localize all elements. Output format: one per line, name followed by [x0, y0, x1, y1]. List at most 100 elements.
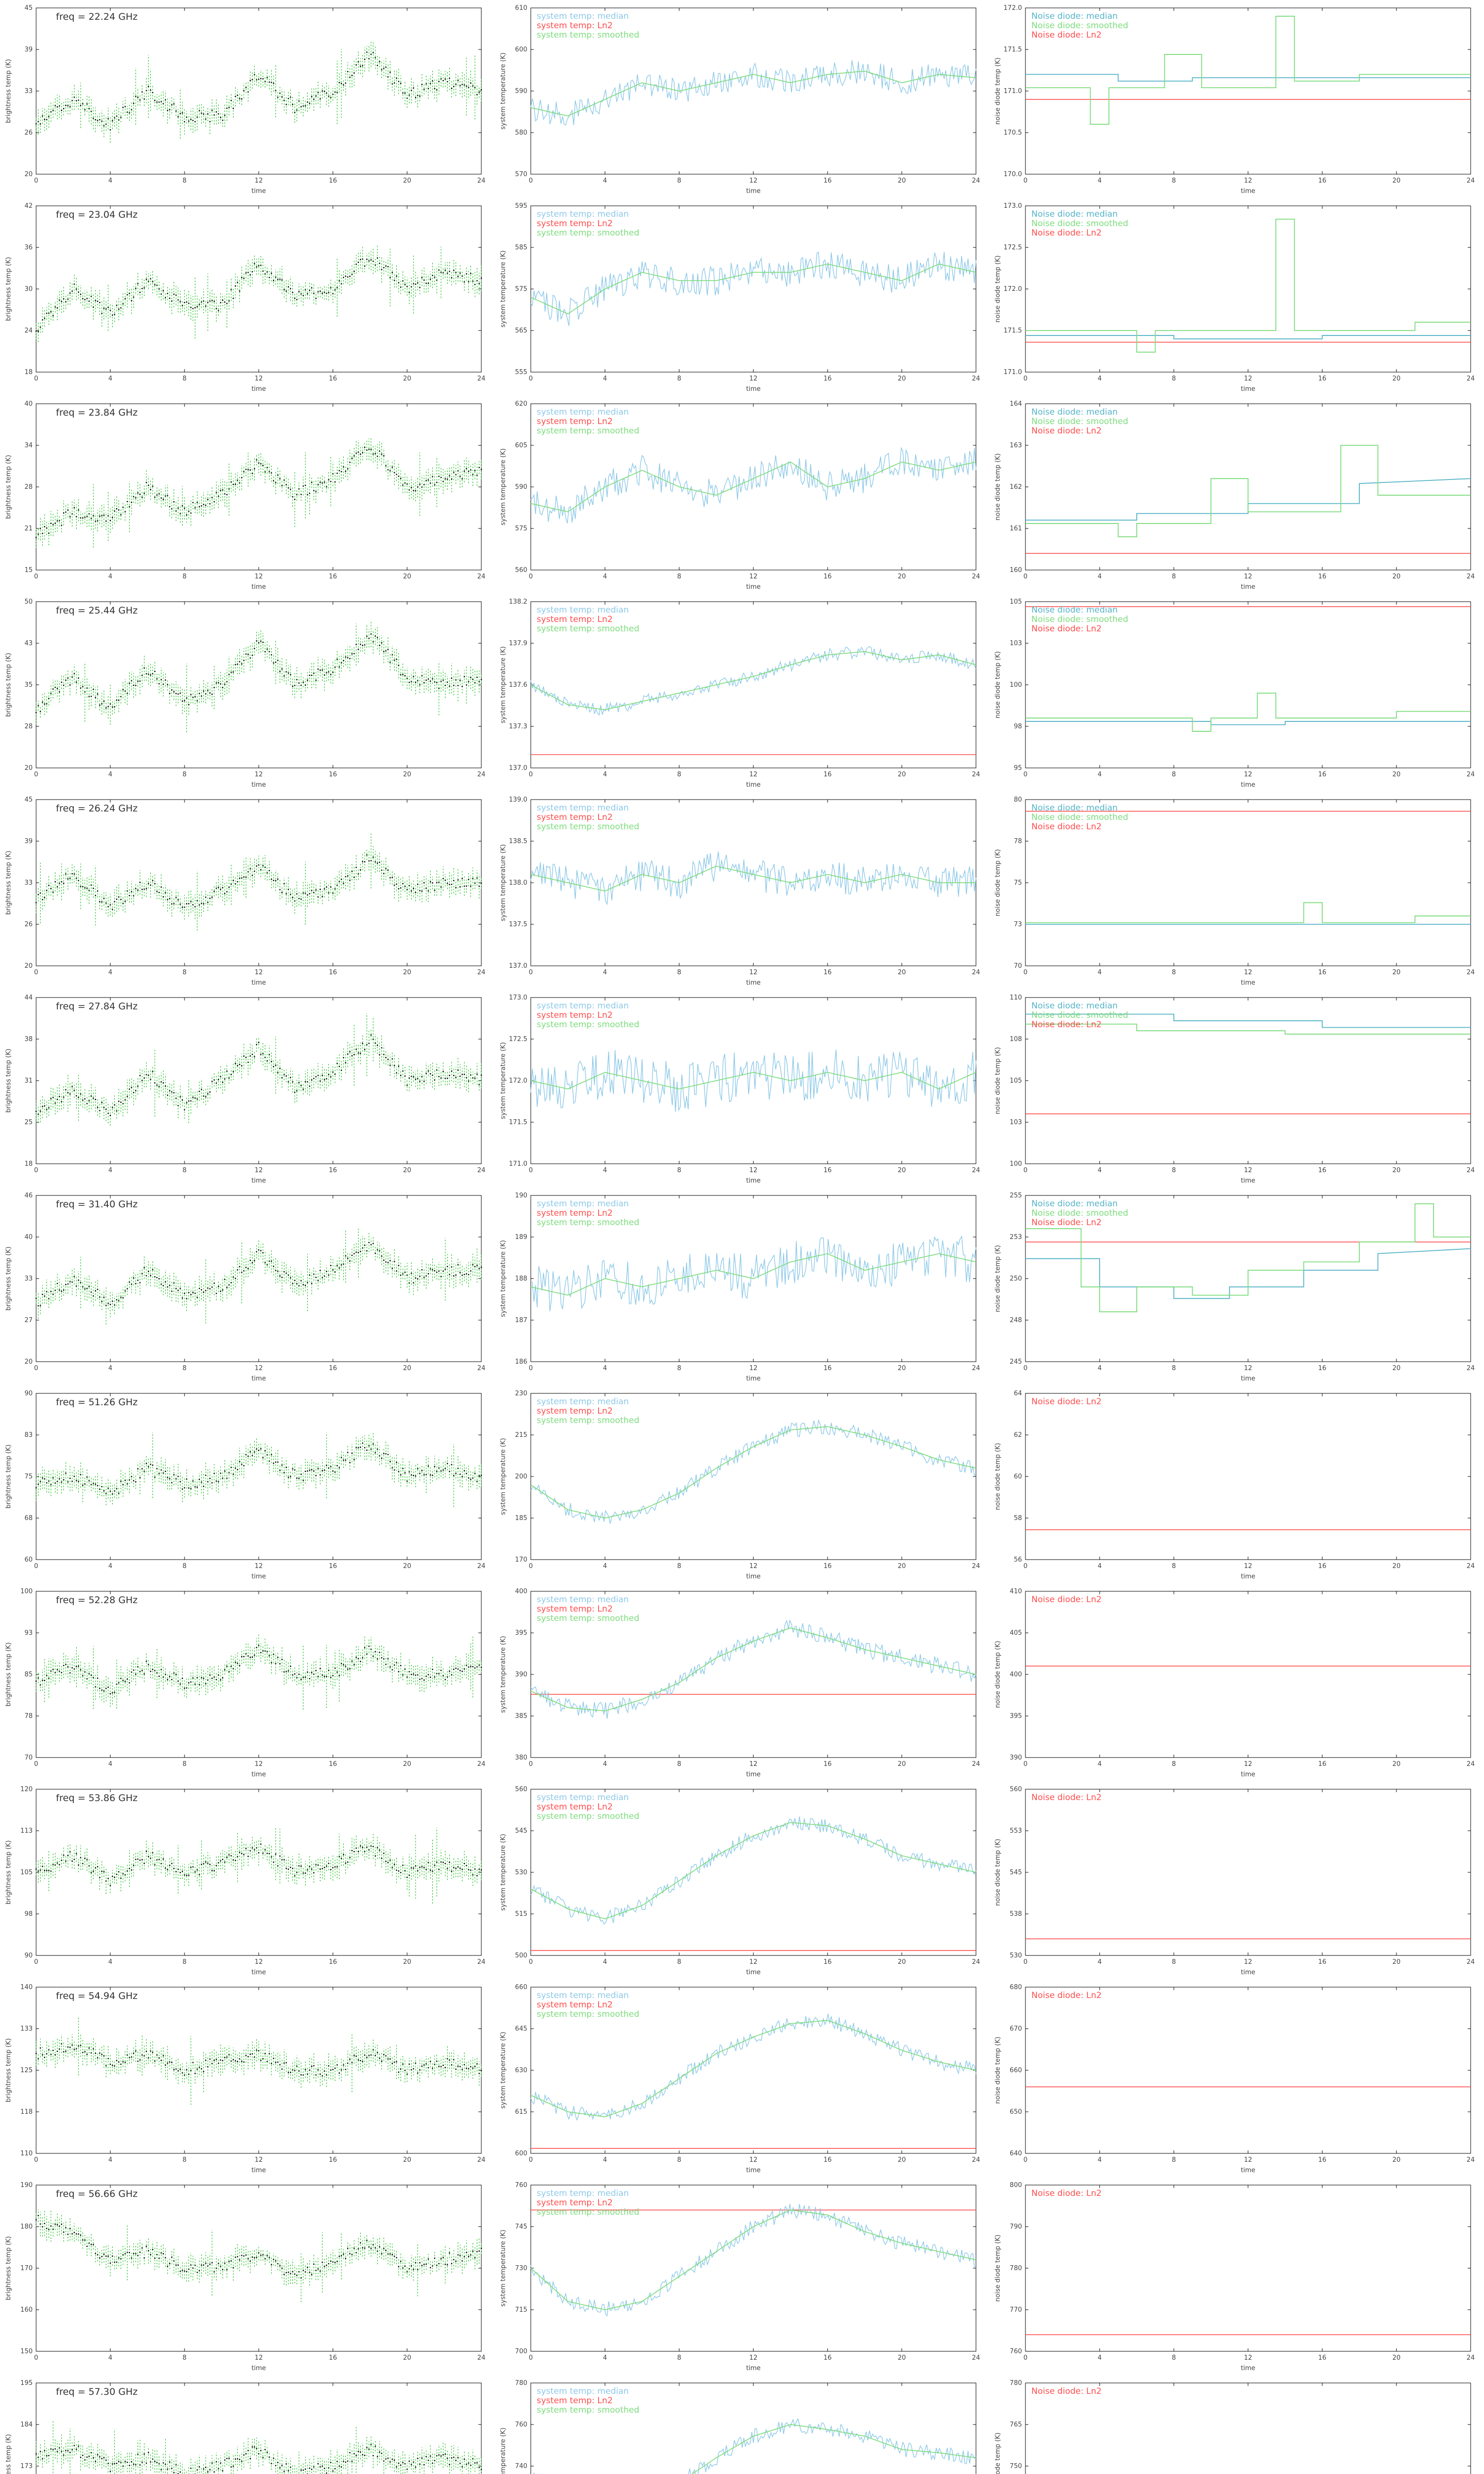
x-tick-label: 20 — [898, 573, 906, 580]
cell-system-temp: 04812162024700720740760780timesystem tem… — [495, 2375, 989, 2474]
y-tick-label: 38 — [24, 1036, 33, 1043]
noise-diode-median-series — [1025, 74, 1471, 82]
x-axis-label: time — [251, 781, 266, 789]
legend-entry: system temp: smoothed — [537, 30, 639, 40]
panel-systemp-freq=22.24GHz: 0 4 8 12 16 20 24 570 580 590 600 610 time system tem… — [500, 4, 980, 195]
x-tick-label: 4 — [108, 969, 112, 976]
x-tick-label: 8 — [1172, 1760, 1176, 1768]
axes: 0 4 8 12 16 20 24 560 575 590 605 620 time system tem… — [500, 400, 980, 591]
y-tick-label: 18 — [24, 1160, 33, 1168]
x-axis-label: time — [1241, 1771, 1255, 1778]
data-points — [35, 633, 482, 714]
x-tick-label: 24 — [477, 177, 486, 185]
x-tick-label: 24 — [972, 1365, 980, 1372]
y-axis-label: brightness temp (K) — [5, 1246, 12, 1311]
x-axis-label: time — [1241, 1177, 1255, 1185]
axes: 0 4 8 12 16 20 24 160 161 162 163 164 time noise diod… — [994, 400, 1475, 591]
tick-marks — [36, 601, 482, 768]
x-tick-label: 24 — [477, 2354, 486, 2362]
x-axis-label: time — [251, 1177, 266, 1185]
tick-marks — [36, 2382, 482, 2467]
y-tick-label: 170.5 — [1004, 129, 1022, 137]
y-tick-label: 103 — [1010, 1119, 1022, 1126]
cell-brightness: 0 4 8 12 16 20 24 60 68 75 83 90 time brightness temp… — [0, 1385, 495, 1583]
x-tick-label: 0 — [1023, 573, 1027, 580]
noise-diode-smoothed-series — [1025, 902, 1471, 923]
panel-brightness-freq=27.84GHz: 0 4 8 12 16 20 24 18 25 31 38 44 time brightness temp… — [5, 994, 485, 1185]
legend-entry: system temp: smoothed — [537, 1218, 639, 1228]
x-tick-label: 0 — [34, 2354, 38, 2362]
x-tick-label: 16 — [1318, 2156, 1327, 2164]
x-tick-label: 16 — [1318, 177, 1327, 185]
x-tick-label: 12 — [255, 1167, 263, 1174]
x-tick-label: 24 — [972, 375, 980, 382]
x-tick-label: 0 — [1023, 1365, 1027, 1372]
legend-entry: system temp: smoothed — [537, 228, 639, 238]
tick-marks — [1025, 403, 1471, 571]
plot-frame — [1025, 1987, 1471, 2154]
x-axis-label: time — [746, 583, 760, 591]
y-tick-label: 103 — [1010, 640, 1022, 647]
x-tick-label: 8 — [183, 1167, 186, 1174]
legend-entry: Noise diode: Ln2 — [1031, 2386, 1102, 2396]
legend-entry: system temp: Ln2 — [537, 2396, 613, 2406]
legend-entry: Noise diode: smoothed — [1031, 219, 1128, 229]
x-tick-label: 0 — [529, 771, 533, 778]
x-tick-label: 20 — [403, 573, 412, 580]
y-tick-label: 538 — [1010, 1910, 1022, 1918]
y-tick-label: 45 — [24, 4, 33, 12]
y-tick-label: 610 — [515, 4, 527, 12]
x-tick-label: 4 — [603, 969, 607, 976]
x-tick-label: 24 — [477, 1760, 486, 1768]
x-tick-label: 0 — [34, 573, 38, 580]
tick-marks — [530, 2185, 976, 2352]
y-tick-label: 189 — [515, 1234, 527, 1241]
y-tick-label: 137.0 — [509, 764, 527, 772]
x-tick-label: 8 — [677, 1365, 681, 1372]
tick-marks — [530, 2382, 976, 2467]
y-tick-label: 565 — [515, 327, 527, 334]
tick-labels: 0 4 8 12 16 20 24 600 615 630 645 660 — [515, 1984, 980, 2164]
y-tick-label: 28 — [24, 723, 33, 730]
y-tick-label: 171.5 — [1004, 46, 1022, 53]
y-tick-label: 68 — [24, 1515, 33, 1522]
system-temp-median-series — [530, 1816, 976, 1925]
error-bars — [36, 41, 482, 143]
x-tick-label: 0 — [34, 1760, 38, 1768]
x-tick-label: 0 — [34, 2156, 38, 2164]
x-tick-label: 20 — [1392, 1167, 1401, 1174]
legend-entry: Noise diode: smoothed — [1031, 1208, 1128, 1218]
system-temp-median-series — [530, 1235, 976, 1312]
y-tick-label: 250 — [1010, 1275, 1022, 1283]
x-axis-label: time — [251, 1771, 266, 1778]
y-tick-label: 36 — [24, 244, 33, 251]
tick-labels: 04812162024700720740760780 — [515, 2379, 527, 2470]
plot-frame — [36, 1195, 482, 1362]
y-axis-label: brightness temp (K) — [5, 1048, 12, 1113]
y-axis-label: brightness temp (K) — [5, 2236, 12, 2300]
y-tick-label: 765 — [1010, 2421, 1022, 2428]
x-tick-label: 0 — [1023, 1958, 1027, 1966]
x-tick-label: 0 — [1023, 1563, 1027, 1570]
y-tick-label: 170 — [515, 1556, 527, 1564]
x-tick-label: 12 — [255, 969, 263, 976]
data-points — [35, 1034, 482, 1116]
system-temp-smoothed-series — [530, 1253, 976, 1296]
x-tick-label: 8 — [183, 2156, 186, 2164]
cell-brightness: 0 4 8 12 16 20 24 20 27 33 40 46 time brightness temp… — [0, 1188, 495, 1385]
plot-frame — [36, 1987, 482, 2154]
plot-frame — [1025, 1789, 1471, 1956]
axes: 0 4 8 12 16 20 24 150 160 170 180 190 time brightness… — [5, 2182, 485, 2372]
y-axis-label: noise diode temp (K) — [994, 1245, 1002, 1312]
axes: 0 4 8 12 16 20 24 100 103 105 108 110 time noise diod… — [994, 994, 1475, 1185]
x-tick-label: 4 — [603, 1760, 607, 1768]
y-axis-label: noise diode temp (K) — [994, 255, 1002, 323]
y-tick-label: 500 — [515, 1952, 527, 1959]
y-tick-label: 31 — [24, 1077, 33, 1085]
y-tick-label: 95 — [1014, 764, 1022, 772]
noise-diode-median-series — [1025, 721, 1471, 725]
